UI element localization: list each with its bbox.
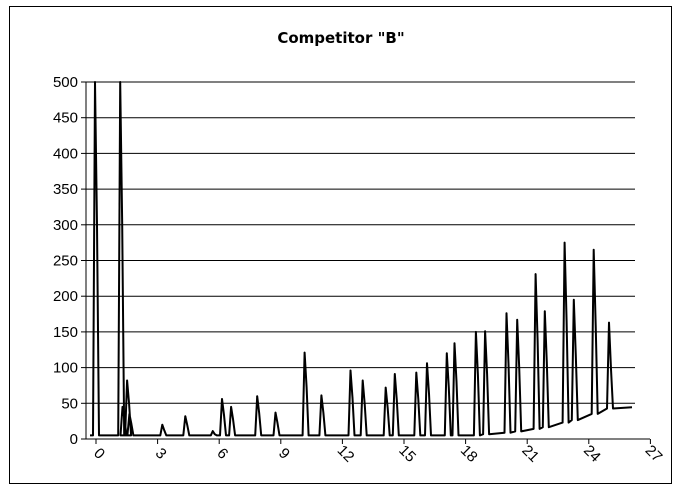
y-tick-label: 250	[53, 253, 78, 270]
data-point	[446, 352, 448, 355]
y-tick-label: 150	[53, 324, 78, 341]
chart-title: Competitor "B"	[277, 29, 404, 47]
data-point	[161, 423, 164, 426]
data-point	[94, 81, 96, 83]
data-point	[573, 298, 575, 301]
x-tick-label: 24	[580, 442, 604, 466]
data-point	[475, 331, 477, 333]
data-point	[119, 81, 122, 83]
x-tick-label: 12	[334, 442, 358, 466]
x-tick-labels: 0 3 6 9 12 15 18 21 24 27	[90, 442, 665, 466]
data-point	[534, 273, 537, 275]
data-point	[592, 248, 595, 251]
gridlines	[86, 81, 635, 404]
y-tick-label: 100	[53, 360, 78, 377]
x-tick-label: 18	[457, 442, 481, 466]
data-point	[384, 386, 387, 389]
data-point	[415, 371, 418, 374]
data-point	[426, 362, 428, 365]
x-tick-label: 9	[275, 445, 293, 463]
data-point	[563, 241, 566, 244]
y-tick-label: 200	[53, 288, 78, 305]
axes	[81, 81, 651, 444]
data-point	[608, 321, 610, 324]
data-point	[484, 330, 486, 332]
data-point	[394, 373, 396, 375]
x-tick-label: 3	[152, 445, 170, 463]
y-tick-label: 450	[53, 110, 78, 127]
data-point	[221, 398, 223, 400]
y-tick-label: 300	[53, 217, 78, 234]
data-point	[543, 310, 546, 312]
y-tick-label: 500	[53, 74, 78, 91]
data-point	[211, 430, 214, 432]
data-point	[505, 312, 508, 315]
data-point	[361, 379, 364, 382]
y-tick-label: 350	[53, 181, 78, 198]
x-tick-label: 6	[213, 445, 231, 463]
data-point	[274, 411, 277, 414]
chart-frame: Competitor "B" 0 50 100 150 200 250 300 350 400 4…	[9, 6, 672, 484]
data-point	[320, 394, 323, 397]
data-point	[256, 395, 258, 397]
data-point	[121, 406, 124, 408]
data-point	[349, 369, 352, 372]
y-tick-labels: 0 50 100 150 200 250 300 350 400 450 500	[53, 74, 78, 448]
series-line	[90, 81, 633, 437]
data-point	[453, 342, 456, 345]
y-tick-label: 0	[70, 431, 78, 448]
data-point	[303, 351, 306, 354]
y-tick-label: 400	[53, 145, 78, 162]
x-tick-label: 0	[90, 445, 108, 463]
data-point	[184, 415, 187, 417]
x-tick-label: 27	[642, 442, 666, 466]
data-point	[128, 413, 131, 415]
x-tick-label: 21	[518, 442, 542, 466]
data-point	[230, 406, 232, 408]
data-point	[516, 318, 519, 321]
chart-svg: Competitor "B" 0501001502002503003504004…	[53, 29, 666, 466]
data-point	[126, 379, 128, 382]
series-layer	[90, 81, 633, 437]
y-tick-label: 50	[61, 395, 78, 412]
x-tick-label: 15	[395, 442, 419, 466]
